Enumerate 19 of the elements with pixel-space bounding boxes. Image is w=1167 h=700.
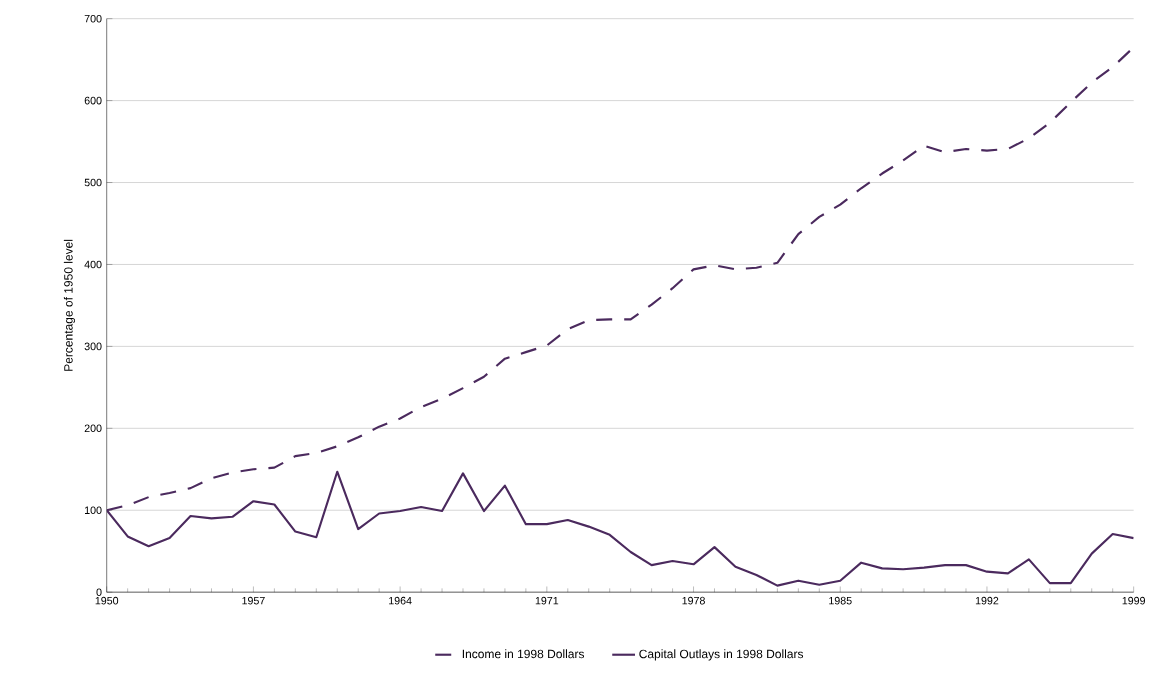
x-tick-label: 1964 [389,596,412,605]
y-tick-label: 200 [84,424,102,432]
legend-label: Income in 1998 Dollars [462,649,585,659]
x-tick-label: 1950 [95,596,119,605]
x-tick-label: 1999 [1122,596,1146,605]
x-tick-label: 1957 [242,596,265,605]
x-tick-label: 1978 [682,596,705,605]
y-tick-label: 300 [84,342,102,351]
y-tick-label: 500 [84,178,102,187]
x-tick-label: 1992 [975,596,999,605]
y-tick-label: 100 [85,506,102,514]
y-tick-label: 700 [84,14,102,23]
x-tick-label: 1971 [535,596,559,605]
y-tick-label: 400 [84,260,102,269]
y-tick-label: 0 [96,588,102,596]
x-tick-label: 1985 [829,596,852,605]
y-axis-title: Percentage of 1950 level [63,239,76,371]
y-tick-label: 600 [84,96,102,105]
legend-label: Capital Outlays in 1998 Dollars [639,649,804,661]
